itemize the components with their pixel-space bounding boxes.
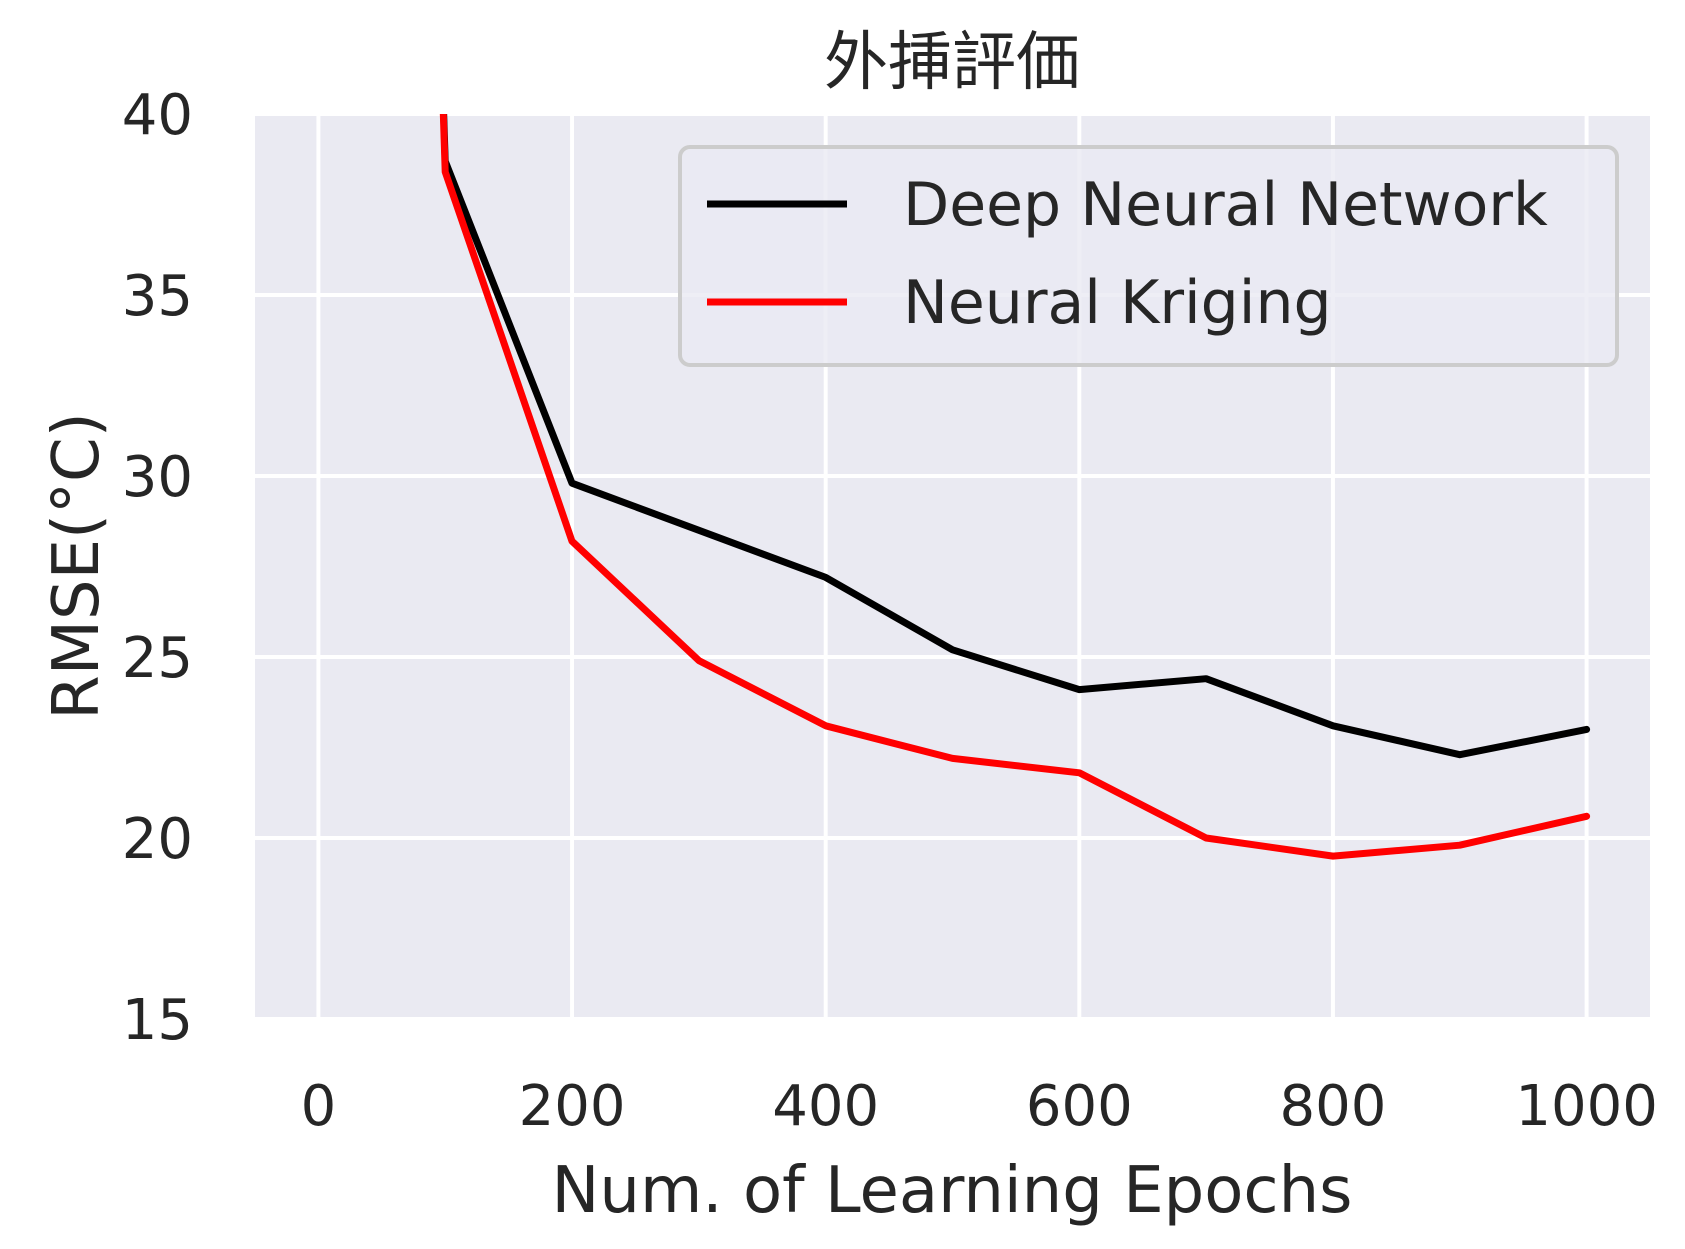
chart-title: 外挿評価 [824, 26, 1080, 100]
legend-box [678, 145, 1619, 367]
series-line-1 [439, 114, 1591, 860]
x-axis-label: Num. of Learning Epochs [552, 1154, 1353, 1228]
series-group [439, 114, 1591, 860]
tick-labels: 0 200 400 600 800 1000 15 20 25 30 35 40 [122, 83, 1658, 1139]
y-tick-label: 30 [122, 445, 193, 510]
series-line-0 [440, 114, 1591, 759]
legend-label-dnn: Deep Neural Network [903, 170, 1548, 240]
legend: Deep Neural Network Neural Kriging [678, 145, 1619, 367]
y-tick-label: 25 [122, 626, 193, 691]
y-axis-label: RMSE(°C) [40, 412, 114, 719]
x-tick-label: 800 [1280, 1074, 1387, 1139]
x-tick-label: 400 [772, 1074, 879, 1139]
y-tick-label: 20 [122, 807, 193, 872]
legend-label-kriging: Neural Kriging [903, 268, 1332, 338]
y-tick-label: 40 [122, 83, 193, 148]
y-tick-label: 15 [122, 988, 193, 1053]
y-tick-label: 35 [122, 264, 193, 329]
x-tick-label: 0 [301, 1074, 337, 1139]
x-tick-label: 1000 [1515, 1074, 1658, 1139]
x-tick-label: 600 [1026, 1074, 1133, 1139]
x-tick-label: 200 [519, 1074, 626, 1139]
